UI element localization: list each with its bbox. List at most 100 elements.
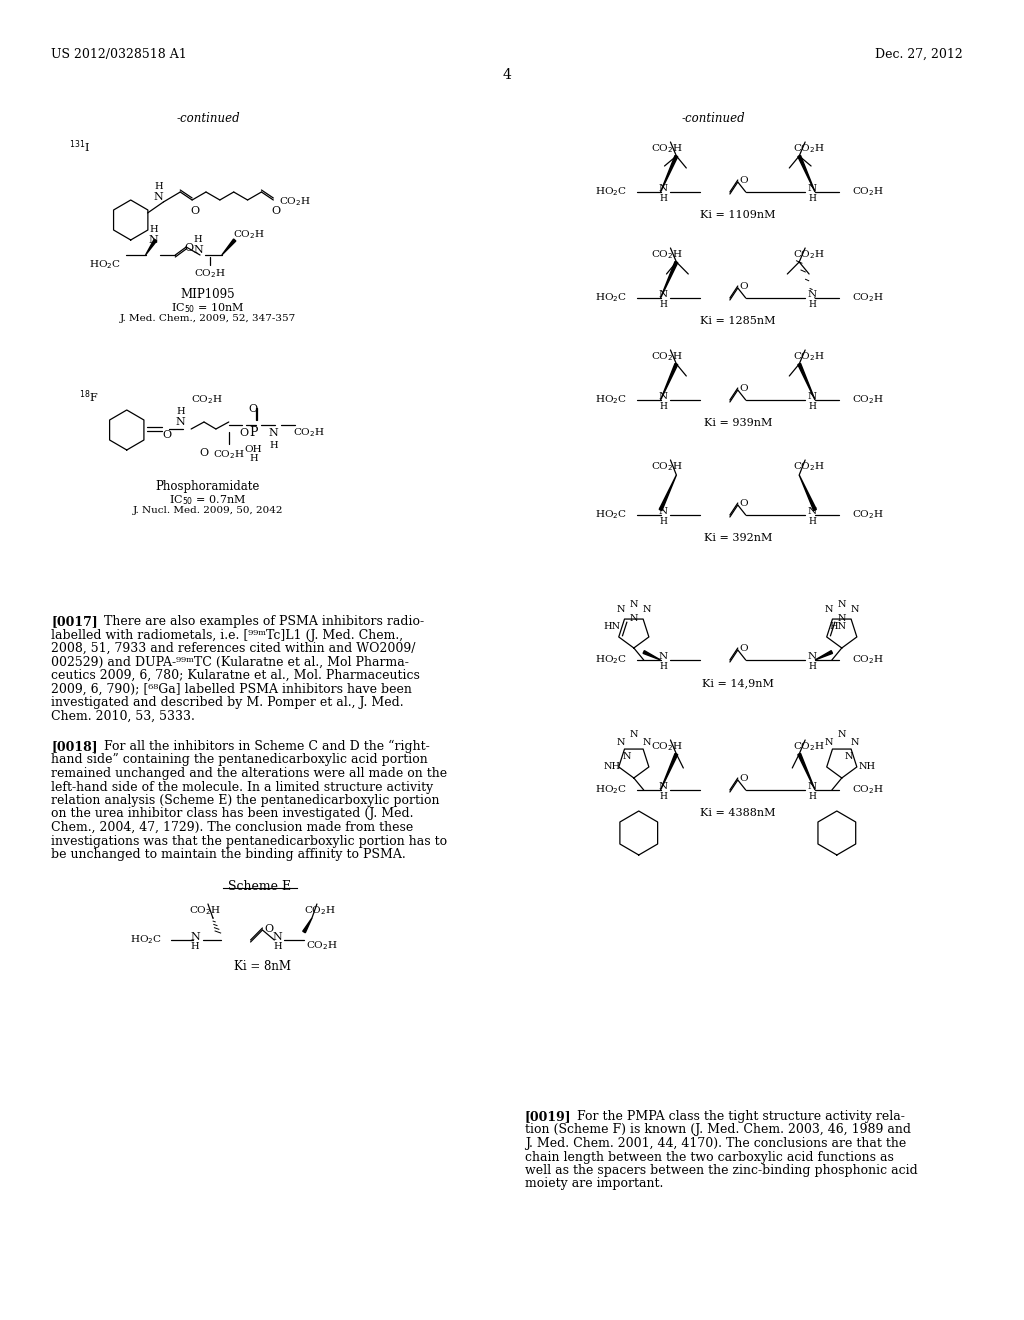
Text: Ki = 1285nM: Ki = 1285nM xyxy=(700,315,775,326)
Text: 2009, 6, 790); [⁶⁸Ga] labelled PSMA inhibitors have been: 2009, 6, 790); [⁶⁸Ga] labelled PSMA inhi… xyxy=(51,682,413,696)
Text: CO$_2$H: CO$_2$H xyxy=(852,186,884,198)
Text: N: N xyxy=(659,290,668,300)
Polygon shape xyxy=(660,261,678,298)
Text: O: O xyxy=(200,447,209,458)
Text: N: N xyxy=(268,428,279,438)
Text: ceutics 2009, 6, 780; Kularatne et al., Mol. Pharmaceutics: ceutics 2009, 6, 780; Kularatne et al., … xyxy=(51,669,421,682)
Text: J. Med. Chem. 2001, 44, 4170). The conclusions are that the: J. Med. Chem. 2001, 44, 4170). The concl… xyxy=(525,1137,906,1150)
Text: hand side” containing the pentanedicarboxylic acid portion: hand side” containing the pentanedicarbo… xyxy=(51,754,428,767)
Text: H: H xyxy=(808,663,816,671)
Text: N: N xyxy=(808,507,816,516)
Text: CO$_2$H: CO$_2$H xyxy=(794,350,825,363)
Polygon shape xyxy=(222,239,236,255)
Text: CO$_2$H: CO$_2$H xyxy=(852,784,884,796)
Text: H: H xyxy=(808,300,816,309)
Text: labelled with radiometals, i.e. [⁹⁹ᵐTc]L1 (J. Med. Chem.,: labelled with radiometals, i.e. [⁹⁹ᵐTc]L… xyxy=(51,628,403,642)
Text: N: N xyxy=(808,392,816,401)
Text: N: N xyxy=(630,730,638,739)
Text: H: H xyxy=(190,942,200,950)
Text: IC$_{50}$ = 10nM: IC$_{50}$ = 10nM xyxy=(171,301,245,314)
Text: HO$_2$C: HO$_2$C xyxy=(129,933,162,946)
Text: O: O xyxy=(739,282,749,290)
Text: [0017]: [0017] xyxy=(51,615,98,628)
Text: H: H xyxy=(194,235,203,244)
Text: Chem., 2004, 47, 1729). The conclusion made from these: Chem., 2004, 47, 1729). The conclusion m… xyxy=(51,821,414,834)
Text: OH: OH xyxy=(245,445,262,454)
Text: Dec. 27, 2012: Dec. 27, 2012 xyxy=(874,48,963,61)
Text: N: N xyxy=(642,738,651,747)
Text: N: N xyxy=(659,183,668,193)
Text: N: N xyxy=(659,781,668,791)
Text: H: H xyxy=(269,441,278,450)
Text: MIP1095: MIP1095 xyxy=(180,288,236,301)
Text: H: H xyxy=(273,942,282,950)
Text: [0019]: [0019] xyxy=(525,1110,571,1123)
Text: relation analysis (Scheme E) the pentanedicarboxylic portion: relation analysis (Scheme E) the pentane… xyxy=(51,795,440,807)
Text: N: N xyxy=(850,605,859,614)
Text: H: H xyxy=(659,300,668,309)
Text: N: N xyxy=(659,652,668,661)
Text: CO$_2$H: CO$_2$H xyxy=(794,741,825,752)
Text: O: O xyxy=(264,924,273,935)
Text: CO$_2$H: CO$_2$H xyxy=(650,248,682,261)
Text: H: H xyxy=(155,182,163,191)
Text: H: H xyxy=(249,454,258,463)
Text: $^{18}$F: $^{18}$F xyxy=(79,388,98,405)
Text: Scheme E: Scheme E xyxy=(228,880,291,894)
Text: NH: NH xyxy=(604,762,621,771)
Polygon shape xyxy=(815,651,833,660)
Text: CO$_2$H: CO$_2$H xyxy=(306,940,338,953)
Text: N: N xyxy=(190,932,200,942)
Text: N: N xyxy=(272,932,283,942)
Text: 002529) and DUPA-⁹⁹ᵐTC (Kularatne et al., Mol Pharma-: 002529) and DUPA-⁹⁹ᵐTC (Kularatne et al.… xyxy=(51,656,410,668)
Text: IC$_{50}$ = 0.7nM: IC$_{50}$ = 0.7nM xyxy=(169,492,247,507)
Text: CO$_2$H: CO$_2$H xyxy=(852,393,884,407)
Text: CO$_2$H: CO$_2$H xyxy=(650,350,682,363)
Text: O: O xyxy=(184,243,194,253)
Text: N: N xyxy=(808,781,816,791)
Text: CO$_2$H: CO$_2$H xyxy=(852,508,884,521)
Text: N: N xyxy=(838,614,846,623)
Text: N: N xyxy=(838,601,846,609)
Text: CO$_2$H: CO$_2$H xyxy=(794,459,825,473)
Text: H: H xyxy=(808,517,816,525)
Text: NH: NH xyxy=(858,762,876,771)
Polygon shape xyxy=(659,475,677,511)
Polygon shape xyxy=(303,917,312,933)
Text: O: O xyxy=(190,206,200,216)
Text: left-hand side of the molecule. In a limited structure activity: left-hand side of the molecule. In a lim… xyxy=(51,780,434,793)
Text: H: H xyxy=(808,403,816,411)
Text: N: N xyxy=(630,614,638,623)
Text: HO$_2$C: HO$_2$C xyxy=(89,259,121,272)
Text: N: N xyxy=(154,191,164,202)
Text: There are also examples of PSMA inhibitors radio-: There are also examples of PSMA inhibito… xyxy=(104,615,424,628)
Text: N: N xyxy=(175,417,185,426)
Text: N: N xyxy=(808,183,816,193)
Text: HN: HN xyxy=(604,622,621,631)
Text: N: N xyxy=(850,738,859,747)
Text: HO$_2$C: HO$_2$C xyxy=(595,186,627,198)
Text: remained unchanged and the alterations were all made on the: remained unchanged and the alterations w… xyxy=(51,767,447,780)
Text: CO$_2$H: CO$_2$H xyxy=(650,143,682,154)
Text: J. Med. Chem., 2009, 52, 347-357: J. Med. Chem., 2009, 52, 347-357 xyxy=(120,314,296,323)
Text: N: N xyxy=(642,605,651,614)
Text: moiety are important.: moiety are important. xyxy=(525,1177,664,1191)
Text: CO$_2$H: CO$_2$H xyxy=(194,267,226,280)
Text: HO$_2$C: HO$_2$C xyxy=(595,784,627,796)
Text: HO$_2$C: HO$_2$C xyxy=(595,393,627,407)
Text: HO$_2$C: HO$_2$C xyxy=(595,508,627,521)
Text: N: N xyxy=(659,507,668,516)
Text: CO$_2$H: CO$_2$H xyxy=(852,653,884,667)
Text: N: N xyxy=(824,738,834,747)
Text: O: O xyxy=(271,206,281,216)
Text: CO$_2$H: CO$_2$H xyxy=(852,292,884,305)
Text: N: N xyxy=(616,605,626,614)
Text: O: O xyxy=(739,176,749,185)
Text: investigations was that the pentanedicarboxylic portion has to: investigations was that the pentanedicar… xyxy=(51,834,447,847)
Text: N: N xyxy=(808,290,816,300)
Text: chain length between the two carboxylic acid functions as: chain length between the two carboxylic … xyxy=(525,1151,894,1163)
Polygon shape xyxy=(798,363,815,400)
Polygon shape xyxy=(798,156,815,191)
Text: N: N xyxy=(808,652,816,661)
Text: CO$_2$H: CO$_2$H xyxy=(794,143,825,154)
